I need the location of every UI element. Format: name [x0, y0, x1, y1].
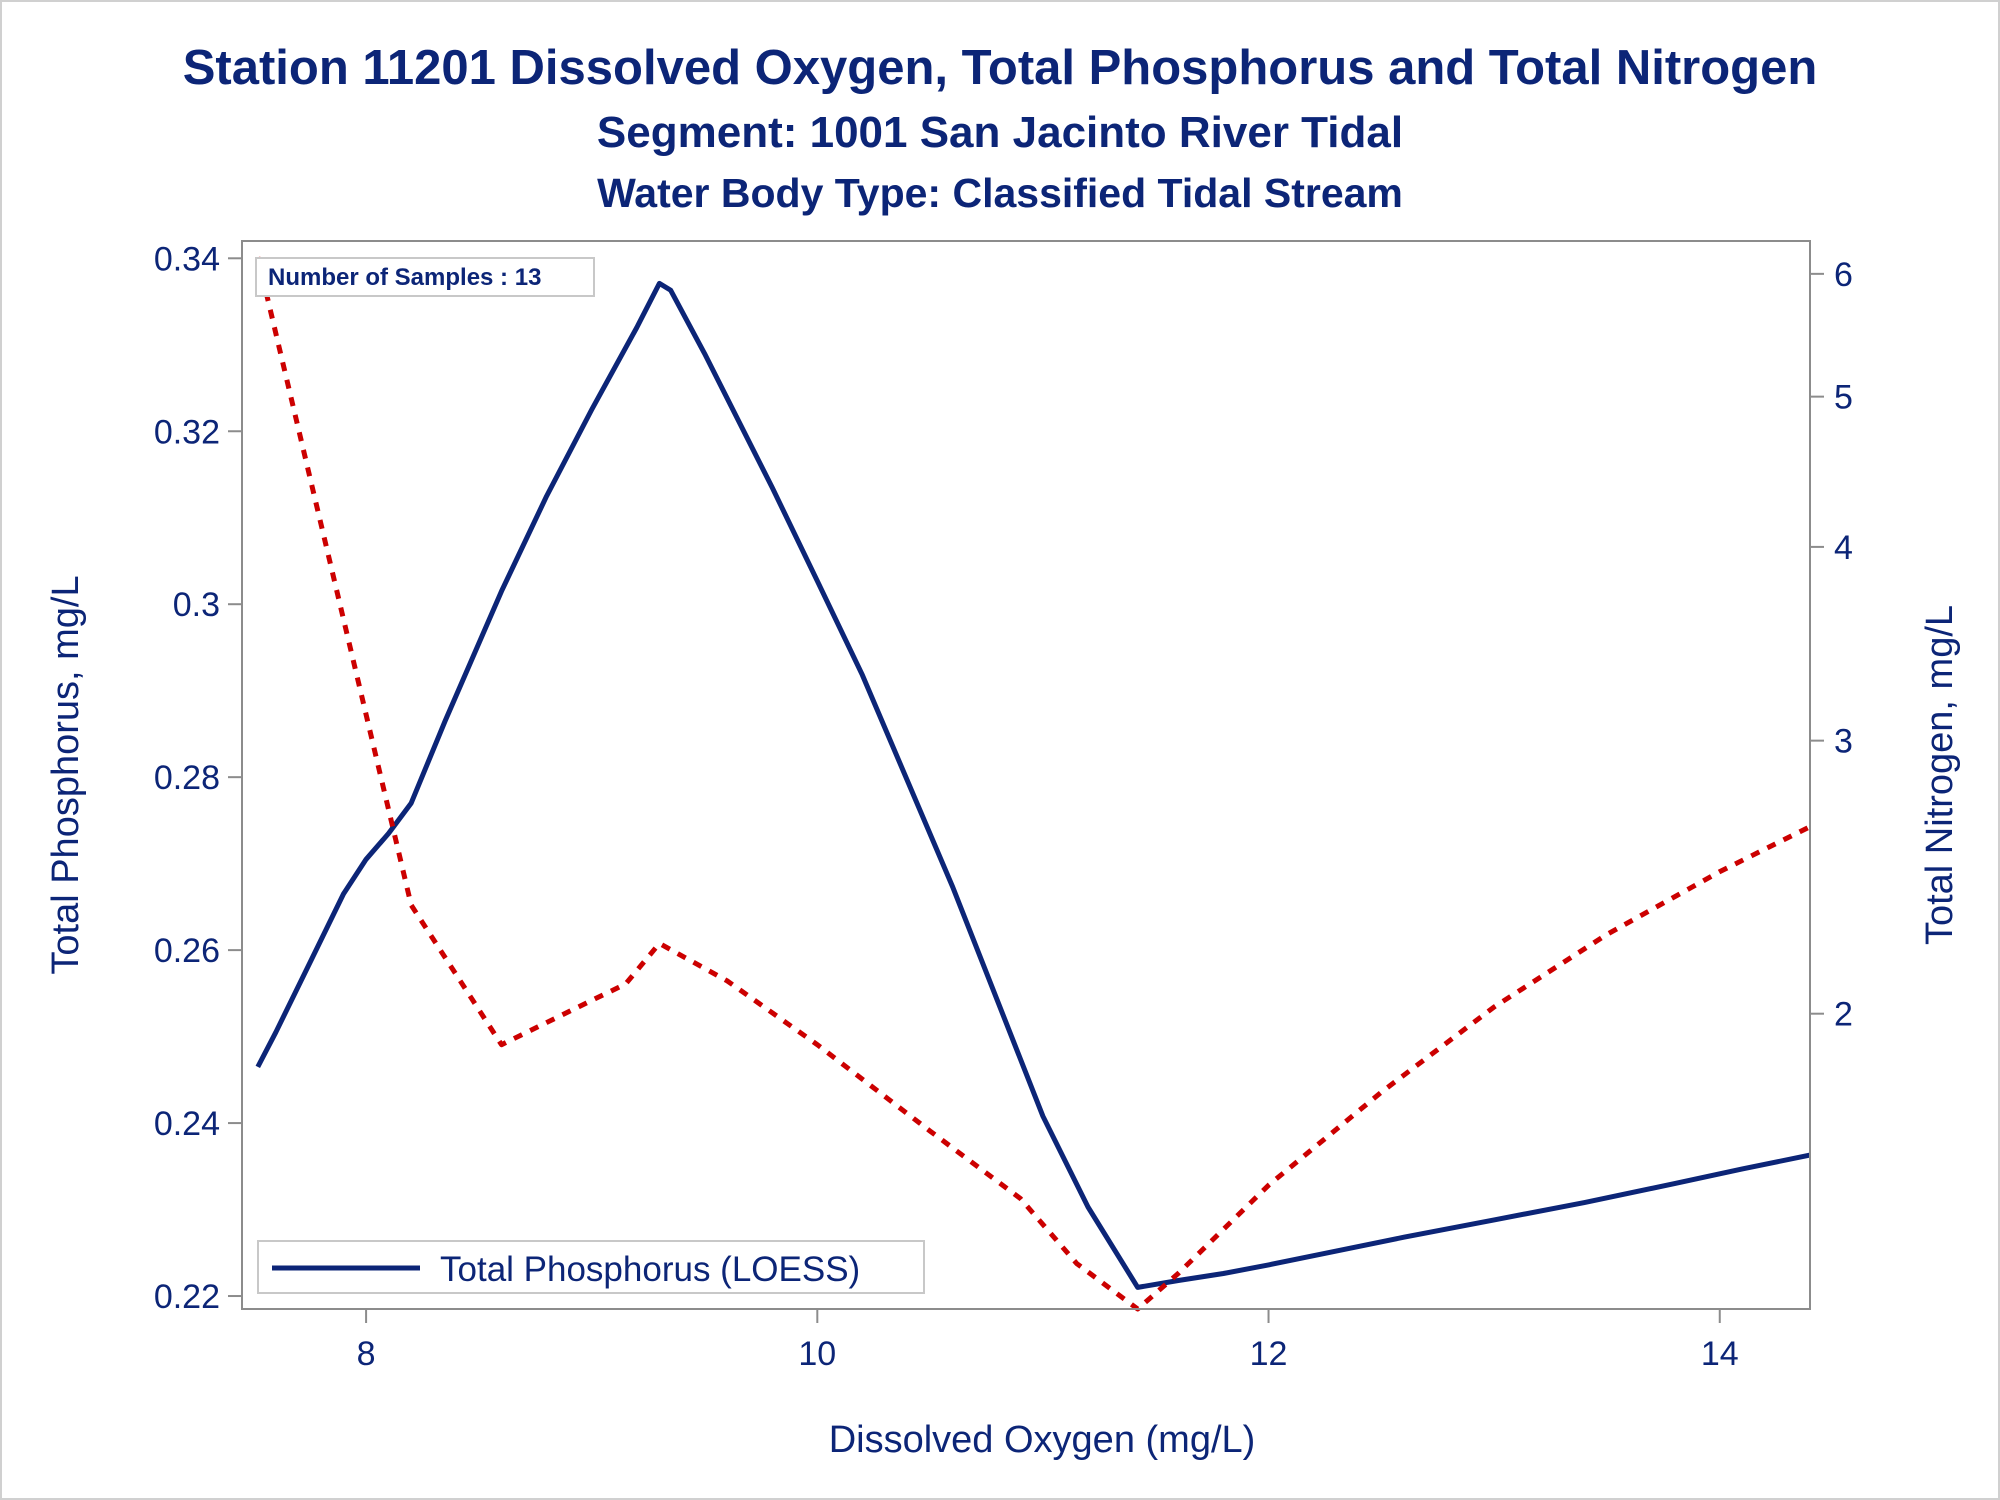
x-tick-label: 12 [1250, 1335, 1288, 1373]
y-right-tick-label: 2 [1834, 996, 1853, 1034]
sample-count-label: Number of Samples : 13 [268, 264, 541, 291]
legend-label-phosphorus: Total Phosphorus (LOESS) [440, 1250, 860, 1289]
total-nitrogen-line [255, 256, 1812, 1312]
y-left-tick-label: 0.26 [154, 932, 220, 970]
chart-subtitle: Segment: 1001 San Jacinto River Tidal [596, 108, 1404, 157]
sample-count-box: Number of Samples : 13 [255, 257, 595, 297]
y-left-tick-label: 0.24 [154, 1105, 220, 1143]
y-left-tick-label: 0.28 [154, 759, 220, 797]
plot-border [241, 240, 1811, 1310]
plot-area [255, 256, 1812, 1312]
sample-count-frame [255, 257, 595, 297]
y-right-tick-label: 4 [1834, 529, 1853, 567]
y-right-tick-label: 5 [1834, 379, 1853, 417]
y-axis-right-title: Total Nitrogen, mg/L [1919, 605, 1961, 945]
y-axis-left-title: Total Phosphorus, mg/L [45, 575, 87, 974]
y-right-tick-label: 3 [1834, 723, 1853, 761]
y-right-tick-label: 6 [1834, 256, 1853, 294]
y-left-tick-label: 0.34 [154, 240, 220, 278]
y-left-tick-label: 0.32 [154, 413, 220, 451]
chart-title: Station 11201 Dissolved Oxygen, Total Ph… [182, 41, 1818, 95]
y-left-tick-label: 0.22 [154, 1278, 220, 1316]
axes: 8 10 12 14 0.22 0.24 0.26 0.28 0.3 0.32 0.34 2 3 4 5 6 [154, 240, 1853, 1373]
chart-subtitle-2: Water Body Type: Classified Tidal Stream [597, 170, 1403, 216]
total-phosphorus-line [255, 280, 1811, 1290]
x-tick-label: 8 [357, 1335, 376, 1373]
x-tick-label: 10 [798, 1335, 836, 1373]
x-tick-label: 14 [1701, 1335, 1739, 1373]
y-left-tick-label: 0.3 [173, 586, 220, 624]
legend: Total Phosphorus (LOESS) [257, 1240, 925, 1294]
x-axis-title: Dissolved Oxygen (mg/L) [829, 1419, 1256, 1461]
